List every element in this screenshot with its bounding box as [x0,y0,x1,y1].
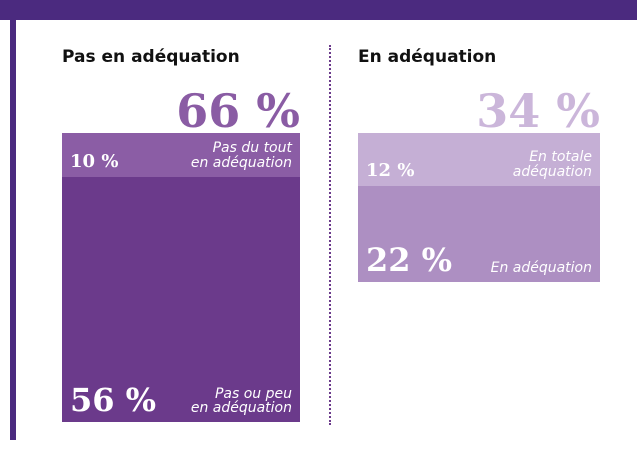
top-band [0,0,637,20]
stacked-bar: 10 % Pas du tout en adéquation 56 % Pas ou … [62,133,300,423]
stacked-bar: 12 % En totale adéquation 22 % En adéquatio… [358,133,600,282]
value-label: 56 % [70,381,157,420]
chart-title: En adéquation [358,47,497,67]
divider [329,45,331,425]
total-label: 34 % [476,84,600,138]
bar-segment: 56 % Pas ou peu en adéquation [62,176,300,423]
segment-label: En totale adéquation [512,149,592,180]
value-label: 12 % [366,159,415,181]
value-label: 10 % [70,150,119,172]
left-rule [10,0,16,440]
value-label: 22 % [366,240,453,279]
bar-segment: 12 % En totale adéquation [358,133,600,186]
bar-segment: 22 % En adéquation [358,185,600,282]
segment-label: Pas ou peu en adéquation [190,385,292,417]
segment-label: Pas du tout en adéquation [190,140,292,172]
chart-title: Pas en adéquation [62,47,240,67]
total-label: 66 % [176,84,300,138]
segment-label: En adéquation [490,260,592,277]
bar-segment: 10 % Pas du tout en adéquation [62,133,300,177]
